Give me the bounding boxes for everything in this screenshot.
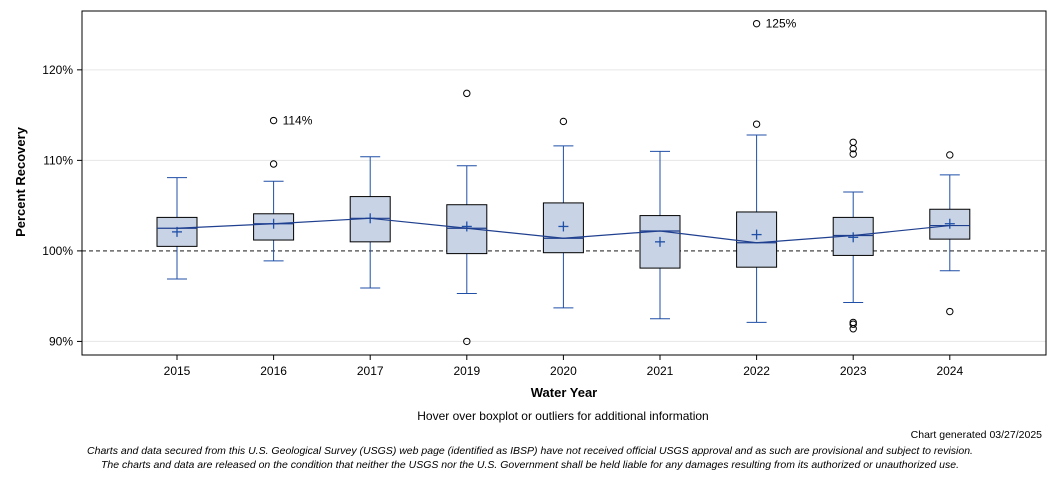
outlier-annotation: 125% [766,17,797,31]
box-2017 [349,156,391,289]
x-tick-label: 2020 [550,364,577,378]
outlier-point [269,160,278,168]
outlier-point [946,151,954,159]
outlier-point [559,117,568,126]
outlier-point [463,89,471,98]
axes-layer: 90% 100% 110% 120% 114% 125% 2015 2016 2017 2019 2… [42,10,1047,378]
outlier-annotation: 114% [283,114,313,128]
chart-generated-date: Chart generated 03/27/2025 [910,429,1042,441]
x-axis-title: Water Year [531,385,598,400]
x-tick-label: 2022 [743,364,770,378]
x-tick-label: 2015 [164,364,191,378]
outlier-point [752,19,761,28]
median-connect-line [176,217,950,244]
box-2024 [929,151,971,316]
hover-note: Hover over boxplot or outliers for addit… [417,409,709,423]
y-tick-label: 90% [49,334,73,348]
median-connect-layer [176,217,950,244]
disclaimer-line-1: Charts and data secured from this U.S. G… [87,445,973,457]
box-2022 [736,19,778,323]
plot-frame [81,10,1047,356]
y-tick-label: 120% [42,63,73,77]
outlier-point [849,138,857,146]
x-tick-label: 2021 [647,364,674,378]
x-tick-label: 2023 [840,364,867,378]
y-axis-title: Percent Recovery [13,126,28,237]
box-2021 [639,150,681,320]
boxes-layer [156,19,971,346]
y-tick-label: 110% [43,153,73,167]
x-tick-label: 2016 [260,364,287,378]
box-2015 [156,177,198,280]
x-tick-label: 2017 [357,364,384,378]
outlier-point [752,120,761,128]
grid-lines [82,69,1046,342]
outlier-point [269,116,278,125]
box-2019 [446,89,488,346]
iqr-box [542,202,584,254]
outlier-point [849,150,857,158]
outlier-point [463,337,471,346]
outlier-point [946,307,954,316]
x-tick-label: 2019 [453,364,480,378]
outlier-point [849,318,857,327]
disclaimer-line-2: The charts and data are released on the … [101,459,959,471]
box-2016 [253,116,295,262]
x-tick-label: 2024 [936,364,963,378]
disclaimer: Charts and data secured from this U.S. G… [0,444,1056,472]
box-2020 [542,117,584,309]
y-tick-label: 100% [42,244,73,258]
